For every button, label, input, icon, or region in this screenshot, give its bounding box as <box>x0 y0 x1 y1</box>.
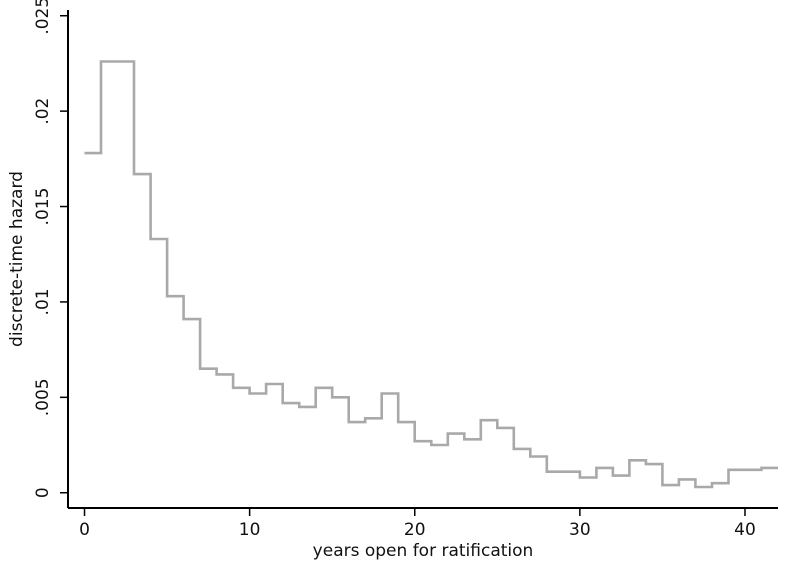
x-tick-label: 30 <box>569 520 591 540</box>
x-tick-label: 20 <box>404 520 426 540</box>
axes <box>67 10 778 509</box>
y-tick-label: 0 <box>33 487 53 498</box>
y-tick-label: .01 <box>33 288 53 315</box>
x-tick-label: 40 <box>734 520 756 540</box>
y-tick-label: .025 <box>33 0 53 35</box>
y-tick-label: .02 <box>33 98 53 125</box>
x-ticks: 0 10 20 30 40 <box>79 508 756 540</box>
hazard-step-line <box>84 60 778 489</box>
x-tick-label: 0 <box>79 520 90 540</box>
x-axis-label: years open for ratification <box>313 541 534 561</box>
y-tick-label: .015 <box>33 188 53 226</box>
y-ticks: 0 .005 .01 .015 .02 .025 <box>33 0 68 498</box>
y-tick-label: .005 <box>33 378 53 416</box>
y-axis-label: discrete-time hazard <box>7 171 27 347</box>
x-tick-label: 10 <box>239 520 261 540</box>
